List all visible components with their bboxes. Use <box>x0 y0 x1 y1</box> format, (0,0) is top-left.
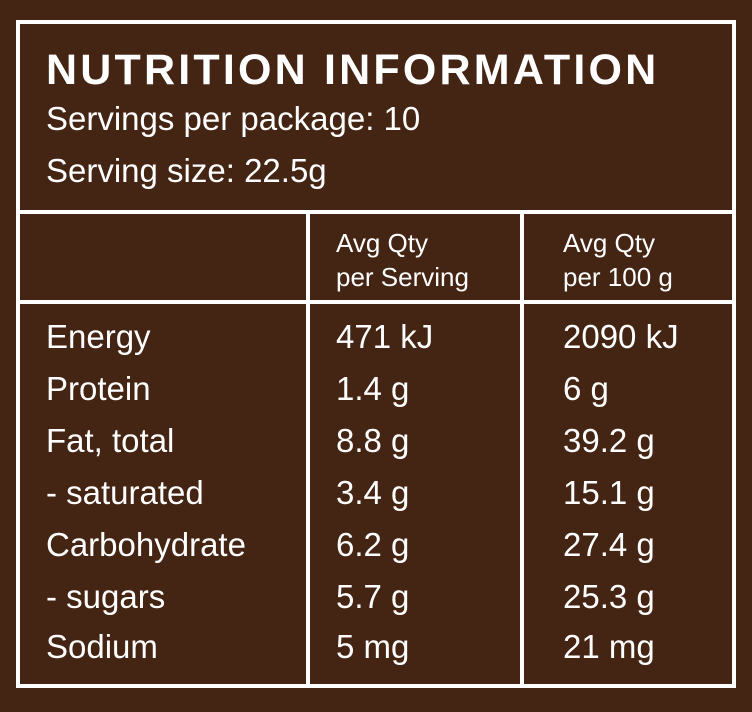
nutrient-name: - saturated <box>46 474 204 511</box>
per-serving-value: 5 mg <box>336 628 410 665</box>
serving-size: Serving size: 22.5g <box>46 152 327 189</box>
nutrient-name: Energy <box>46 318 151 355</box>
per-serving-value: 6.2 g <box>336 526 410 563</box>
per-100g-value: 6 g <box>563 370 609 407</box>
table-row: Energy 471 kJ 2090 kJ <box>20 318 732 370</box>
column-divider-2 <box>520 210 524 684</box>
nutrient-name: Carbohydrate <box>46 526 246 563</box>
column-header-per-100g: Avg Qty per 100 g <box>563 226 673 294</box>
nutrient-name: Protein <box>46 370 151 407</box>
table-row: Protein 1.4 g 6 g <box>20 370 732 422</box>
per-serving-value: 1.4 g <box>336 370 410 407</box>
per-100g-value: 27.4 g <box>563 526 655 563</box>
per-serving-value: 8.8 g <box>336 422 410 459</box>
per-100g-value: 15.1 g <box>563 474 655 511</box>
table-row: - sugars 5.7 g 25.3 g <box>20 578 732 630</box>
per-serving-value: 471 kJ <box>336 318 434 355</box>
table-row: Carbohydrate 6.2 g 27.4 g <box>20 526 732 578</box>
per-serving-value: 5.7 g <box>336 578 410 615</box>
column-header-divider <box>20 300 732 304</box>
panel-title: NUTRITION INFORMATION <box>46 46 660 94</box>
servings-per-package: Servings per package: 10 <box>46 100 421 137</box>
column-header-line: Avg Qty <box>563 228 656 258</box>
column-header-line: per 100 g <box>563 262 673 292</box>
column-header-line: per Serving <box>336 262 469 292</box>
table-row: Fat, total 8.8 g 39.2 g <box>20 422 732 474</box>
nutrient-name: - sugars <box>46 578 166 615</box>
nutrient-name: Fat, total <box>46 422 175 459</box>
nutrient-name: Sodium <box>46 628 158 665</box>
table-row: - saturated 3.4 g 15.1 g <box>20 474 732 526</box>
column-header-per-serving: Avg Qty per Serving <box>336 226 469 294</box>
per-100g-value: 2090 kJ <box>563 318 679 355</box>
per-100g-value: 25.3 g <box>563 578 655 615</box>
per-serving-value: 3.4 g <box>336 474 410 511</box>
column-header-line: Avg Qty <box>336 228 429 258</box>
nutrition-panel: NUTRITION INFORMATION Servings per packa… <box>16 20 736 688</box>
column-divider-1 <box>306 210 310 684</box>
per-100g-value: 39.2 g <box>563 422 655 459</box>
header-divider <box>20 210 732 214</box>
per-100g-value: 21 mg <box>563 628 655 665</box>
table-row: Sodium 5 mg 21 mg <box>20 628 732 680</box>
